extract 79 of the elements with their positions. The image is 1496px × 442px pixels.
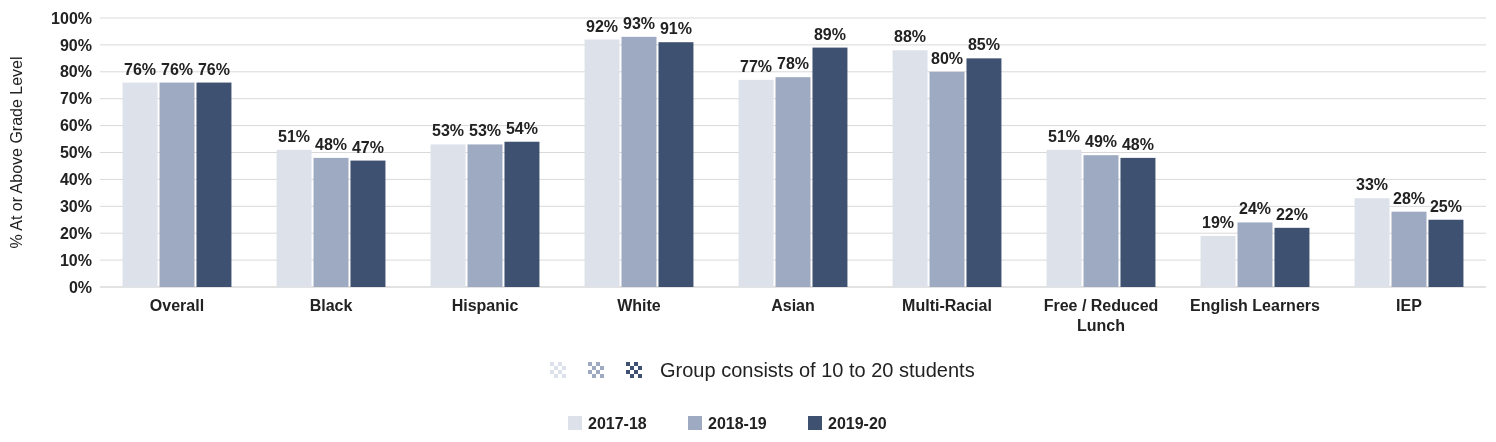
- bar: [1200, 235, 1236, 287]
- data-label: 93%: [622, 14, 656, 32]
- y-tick-label: 60%: [59, 117, 92, 135]
- bar: [122, 82, 158, 287]
- bar: [1354, 198, 1390, 287]
- bar: [159, 82, 195, 287]
- text: Group consists of 10 to 20 students: [660, 359, 975, 381]
- bar: [1083, 155, 1119, 287]
- x-tick-label: IEP: [1396, 297, 1423, 314]
- data-label: 51%: [278, 127, 311, 145]
- data-label: 28%: [1392, 189, 1426, 207]
- data-label: 78%: [776, 55, 810, 73]
- bar: [196, 82, 232, 287]
- bar: [504, 141, 540, 287]
- data-label: 53%: [468, 122, 502, 140]
- data-label: 22%: [1275, 205, 1308, 223]
- y-tick-label: 100%: [51, 9, 92, 27]
- bar: [430, 144, 466, 287]
- y-tick-label: 40%: [59, 171, 92, 188]
- legend-label: 2018-19: [708, 414, 767, 432]
- data-label: 76%: [124, 60, 157, 78]
- data-label: 48%: [314, 135, 348, 153]
- y-tick-label: 80%: [59, 63, 92, 81]
- bar: [775, 77, 811, 287]
- data-label: 85%: [967, 36, 1000, 54]
- data-label: 47%: [351, 138, 384, 156]
- y-tick-label: 70%: [59, 90, 92, 108]
- y-tick-label: 50%: [59, 144, 92, 162]
- bar: [929, 71, 965, 287]
- bar: [658, 42, 694, 287]
- y-tick-label: 10%: [59, 251, 92, 269]
- y-axis-title: % At or Above Grade Level: [8, 56, 25, 249]
- data-label: 19%: [1202, 213, 1235, 231]
- bar: [892, 50, 928, 287]
- data-label: 24%: [1238, 200, 1272, 218]
- bar: [966, 58, 1002, 287]
- bar: [276, 149, 312, 287]
- bar: [1274, 227, 1310, 287]
- legend-label: 2017-18: [588, 414, 647, 432]
- data-label: 53%: [432, 122, 465, 140]
- data-label: 48%: [1121, 135, 1154, 153]
- y-tick-label: 20%: [59, 224, 92, 242]
- bar: [1428, 219, 1464, 287]
- data-label: 49%: [1084, 133, 1118, 151]
- bar: [1046, 149, 1082, 287]
- data-label: 51%: [1048, 127, 1081, 145]
- legend-label: 2019-20: [828, 414, 887, 432]
- bar: [584, 39, 620, 287]
- data-label: 77%: [740, 57, 773, 75]
- x-tick-label: Free / Reduced Lunch: [1043, 297, 1159, 334]
- x-tick-label: Hispanic: [451, 297, 519, 314]
- data-label: 91%: [659, 20, 692, 38]
- x-tick-label: English Learners: [1190, 297, 1321, 314]
- x-tick-label: Black: [309, 297, 353, 314]
- data-label: 92%: [586, 17, 619, 35]
- x-tick-label: White: [617, 297, 661, 314]
- x-tick-label: Overall: [149, 297, 205, 314]
- data-label: 25%: [1429, 197, 1462, 215]
- y-tick-label: 0%: [68, 278, 92, 296]
- bar: [467, 144, 503, 287]
- y-tick-label: 30%: [59, 197, 92, 215]
- bar: [1237, 222, 1273, 287]
- bar: [350, 160, 386, 287]
- x-tick-label: Multi-Racial: [902, 297, 992, 314]
- bar: [812, 47, 848, 287]
- data-label: 89%: [813, 25, 846, 43]
- data-label: 76%: [160, 60, 194, 78]
- bar: [313, 157, 349, 287]
- data-label: 88%: [894, 28, 927, 46]
- y-tick-label: 90%: [59, 36, 92, 54]
- data-label: 54%: [505, 119, 538, 137]
- data-label: 33%: [1356, 176, 1389, 194]
- bar: [621, 36, 657, 287]
- data-label: 80%: [930, 49, 964, 67]
- bar: [1391, 211, 1427, 287]
- bar: [738, 79, 774, 287]
- bar: [1120, 157, 1156, 287]
- data-label: 76%: [197, 60, 230, 78]
- x-tick-label: Asian: [771, 297, 815, 314]
